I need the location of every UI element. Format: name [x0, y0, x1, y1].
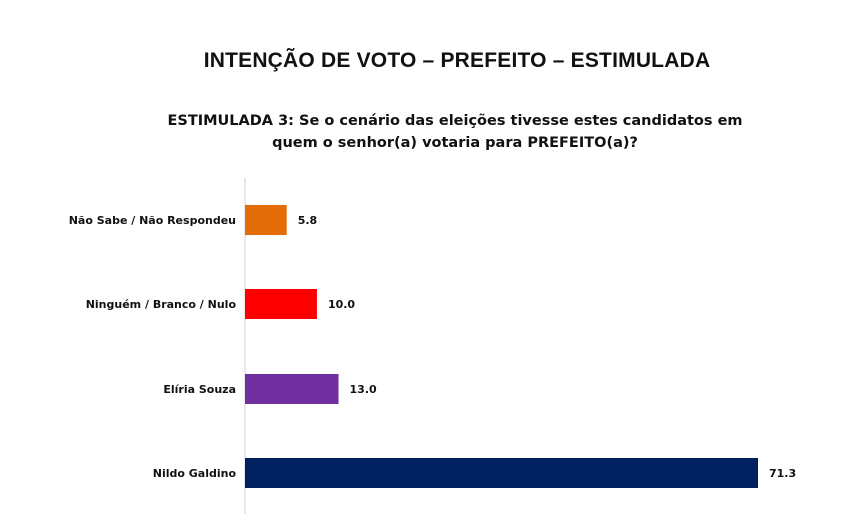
category-label: Não Sabe / Não Respondeu — [69, 214, 236, 227]
category-label: Ninguém / Branco / Nulo — [86, 298, 237, 311]
value-label: 13.0 — [350, 383, 377, 396]
chart-subtitle: ESTIMULADA 3: Se o cenário das eleições … — [167, 113, 743, 151]
bar-4 — [245, 458, 758, 488]
value-label: 10.0 — [328, 298, 355, 311]
value-label: 71.3 — [769, 467, 796, 480]
value-label: 5.8 — [298, 214, 318, 227]
chart-title: INTENÇÃO DE VOTO – PREFEITO – ESTIMULADA — [203, 49, 711, 72]
bar-3 — [245, 374, 339, 404]
category-label: Elíria Souza — [163, 383, 236, 396]
bar-1 — [245, 205, 287, 235]
category-label: Nildo Galdino — [153, 467, 237, 480]
bar-2 — [245, 289, 317, 319]
